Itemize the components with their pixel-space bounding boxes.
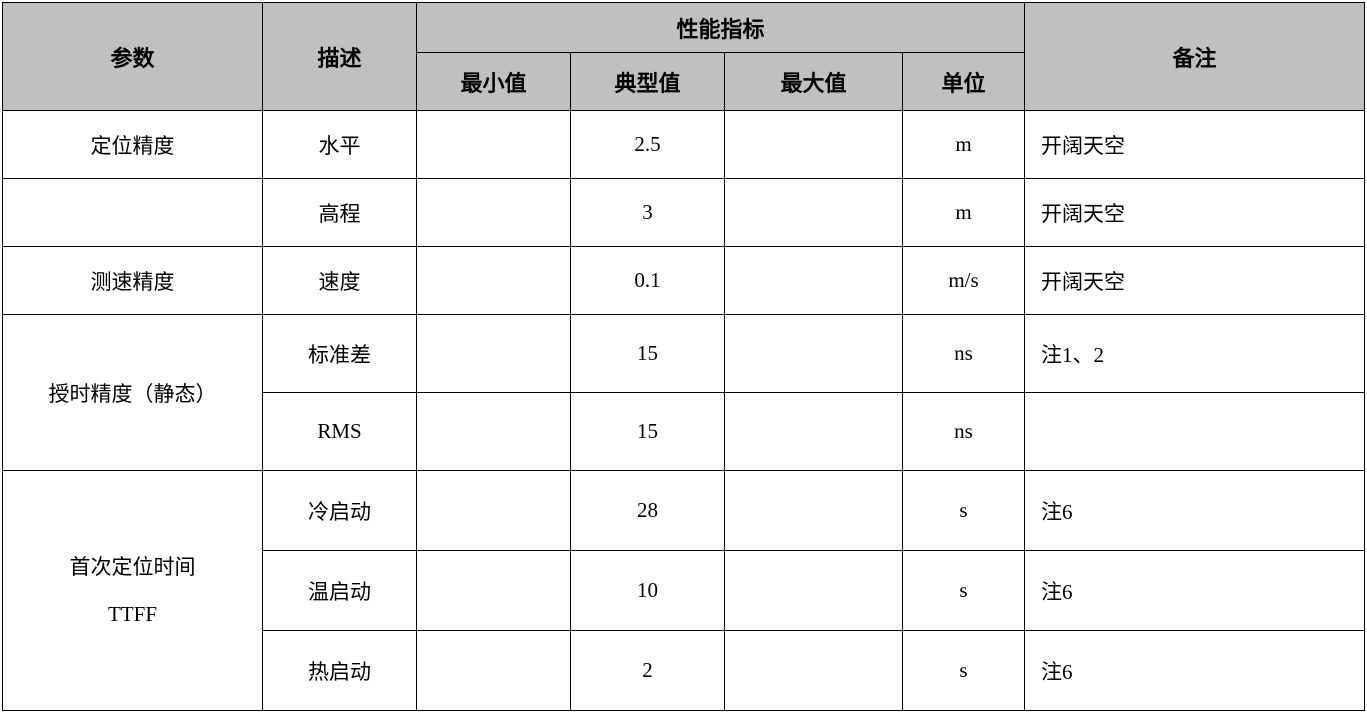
cell-typ: 15 [571, 315, 725, 393]
cell-remark: 开阔天空 [1025, 179, 1365, 247]
cell-max [725, 247, 903, 315]
header-remark: 备注 [1025, 3, 1365, 111]
cell-param: 测速精度 [3, 247, 263, 315]
cell-typ: 2.5 [571, 111, 725, 179]
cell-max [725, 471, 903, 551]
table-header: 参数 描述 性能指标 备注 最小值 典型值 最大值 单位 [3, 3, 1365, 111]
cell-desc: 水平 [263, 111, 417, 179]
cell-desc: 高程 [263, 179, 417, 247]
cell-unit: ns [903, 315, 1025, 393]
cell-max [725, 393, 903, 471]
table-row: 授时精度（静态） 标准差 15 ns 注1、2 [3, 315, 1365, 393]
cell-typ: 28 [571, 471, 725, 551]
table-row: 测速精度 速度 0.1 m/s 开阔天空 [3, 247, 1365, 315]
cell-typ: 3 [571, 179, 725, 247]
cell-param: 定位精度 [3, 111, 263, 179]
cell-param [3, 179, 263, 247]
cell-remark: 开阔天空 [1025, 111, 1365, 179]
cell-remark [1025, 393, 1365, 471]
cell-max [725, 551, 903, 631]
cell-desc: RMS [263, 393, 417, 471]
header-max: 最大值 [725, 53, 903, 111]
cell-unit: ns [903, 393, 1025, 471]
param-line-1: 首次定位时间 [3, 544, 262, 590]
cell-remark: 注6 [1025, 631, 1365, 711]
cell-unit: m/s [903, 247, 1025, 315]
header-param: 参数 [3, 3, 263, 111]
cell-unit: m [903, 111, 1025, 179]
cell-typ: 15 [571, 393, 725, 471]
cell-remark: 注6 [1025, 551, 1365, 631]
spec-table: 参数 描述 性能指标 备注 最小值 典型值 最大值 单位 定位精度 水平 2.5… [2, 2, 1365, 711]
cell-min [417, 179, 571, 247]
cell-remark: 注6 [1025, 471, 1365, 551]
cell-desc: 热启动 [263, 631, 417, 711]
cell-unit: s [903, 551, 1025, 631]
cell-desc: 速度 [263, 247, 417, 315]
cell-min [417, 631, 571, 711]
cell-desc: 冷启动 [263, 471, 417, 551]
cell-min [417, 393, 571, 471]
header-typ: 典型值 [571, 53, 725, 111]
table-row: 定位精度 水平 2.5 m 开阔天空 [3, 111, 1365, 179]
cell-param: 首次定位时间 TTFF [3, 471, 263, 711]
table-body: 定位精度 水平 2.5 m 开阔天空 高程 3 m 开阔天空 测速精度 速度 0… [3, 111, 1365, 711]
header-desc: 描述 [263, 3, 417, 111]
cell-typ: 0.1 [571, 247, 725, 315]
table-row: 首次定位时间 TTFF 冷启动 28 s 注6 [3, 471, 1365, 551]
cell-min [417, 111, 571, 179]
cell-unit: s [903, 471, 1025, 551]
cell-max [725, 315, 903, 393]
cell-remark: 开阔天空 [1025, 247, 1365, 315]
cell-param: 授时精度（静态） [3, 315, 263, 471]
cell-typ: 2 [571, 631, 725, 711]
cell-desc: 标准差 [263, 315, 417, 393]
cell-typ: 10 [571, 551, 725, 631]
cell-max [725, 631, 903, 711]
header-min: 最小值 [417, 53, 571, 111]
header-perf: 性能指标 [417, 3, 1025, 53]
cell-desc: 温启动 [263, 551, 417, 631]
cell-remark: 注1、2 [1025, 315, 1365, 393]
param-line-2: TTFF [3, 591, 262, 637]
table-row: 高程 3 m 开阔天空 [3, 179, 1365, 247]
cell-min [417, 315, 571, 393]
header-unit: 单位 [903, 53, 1025, 111]
cell-unit: s [903, 631, 1025, 711]
cell-min [417, 551, 571, 631]
cell-max [725, 111, 903, 179]
cell-max [725, 179, 903, 247]
cell-unit: m [903, 179, 1025, 247]
cell-min [417, 247, 571, 315]
cell-min [417, 471, 571, 551]
